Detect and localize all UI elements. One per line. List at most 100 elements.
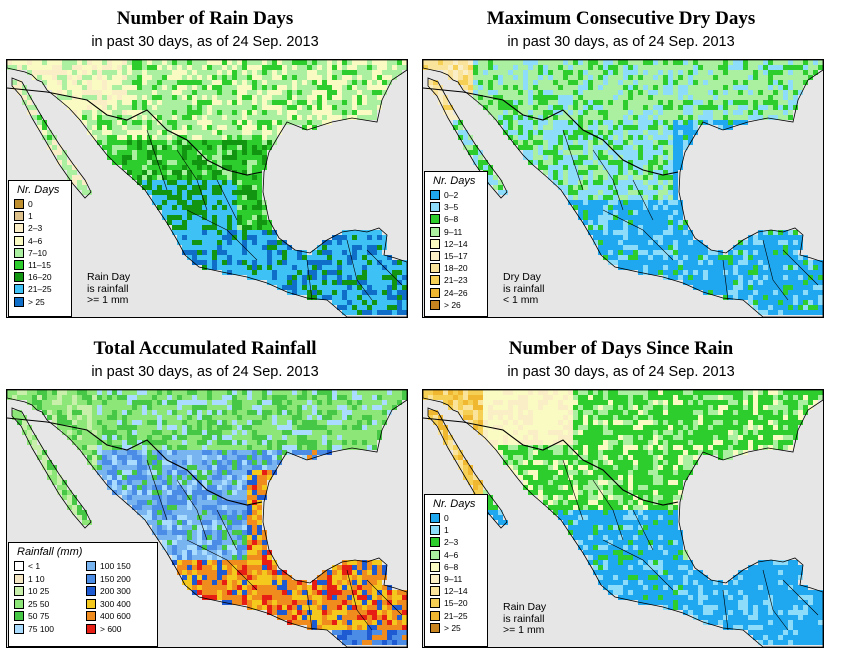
map-grid-cell xyxy=(357,245,362,250)
map-grid-cell xyxy=(187,435,192,440)
map-grid-cell xyxy=(803,280,808,285)
map-grid-cell xyxy=(187,235,192,240)
map-grid-cell xyxy=(743,275,748,280)
map-grid-cell xyxy=(648,230,653,235)
map-grid-cell xyxy=(573,185,578,190)
map-grid-cell xyxy=(102,450,107,455)
map-grid-cell xyxy=(608,115,613,120)
map-grid-cell xyxy=(708,60,713,65)
map-grid-cell xyxy=(202,210,207,215)
map-grid-cell xyxy=(367,425,372,430)
map-grid-cell xyxy=(127,95,132,100)
map-grid-cell xyxy=(142,150,147,155)
map-grid-cell xyxy=(357,445,362,450)
map-grid-cell xyxy=(367,95,372,100)
map-grid-cell xyxy=(703,255,708,260)
map-grid-cell xyxy=(663,200,668,205)
map-grid-cell xyxy=(798,280,803,285)
map-grid-cell xyxy=(267,420,272,425)
map-grid-cell xyxy=(783,80,788,85)
map-grid-cell xyxy=(282,110,287,115)
map-grid-cell xyxy=(402,310,407,315)
map-grid-cell xyxy=(573,135,578,140)
map-grid-cell xyxy=(818,295,823,300)
map-grid-cell xyxy=(593,75,598,80)
map-grid-cell xyxy=(202,150,207,155)
map-grid-cell xyxy=(167,205,172,210)
map-grid-cell xyxy=(122,390,127,395)
map-grid-cell xyxy=(127,80,132,85)
map-grid-cell xyxy=(302,105,307,110)
map-grid-cell xyxy=(237,250,242,255)
map-grid-cell xyxy=(237,220,242,225)
map-grid-cell xyxy=(738,115,743,120)
map-grid-cell xyxy=(172,440,177,445)
map-grid-cell xyxy=(618,210,623,215)
map-grid-cell xyxy=(307,270,312,275)
map-grid-cell xyxy=(493,110,498,115)
map-grid-cell xyxy=(608,255,613,260)
map-grid-cell xyxy=(197,135,202,140)
map-grid-cell xyxy=(382,270,387,275)
map-grid-cell xyxy=(392,390,397,395)
map-grid-cell xyxy=(122,120,127,125)
map-grid-cell xyxy=(533,155,538,160)
map-grid-cell xyxy=(292,410,297,415)
map-grid-cell xyxy=(87,75,92,80)
map-grid-cell xyxy=(643,80,648,85)
map-grid-cell xyxy=(302,280,307,285)
map-grid-cell xyxy=(688,270,693,275)
map-grid-cell xyxy=(498,70,503,75)
map-grid-cell xyxy=(773,100,778,105)
map-grid-cell xyxy=(347,105,352,110)
map-grid-cell xyxy=(753,65,758,70)
map-grid-cell xyxy=(77,105,82,110)
map-grid-cell xyxy=(292,265,297,270)
map-grid-cell xyxy=(202,410,207,415)
map-grid-cell xyxy=(332,265,337,270)
map-grid-cell xyxy=(453,65,458,70)
map-grid-cell xyxy=(197,110,202,115)
map-grid-cell xyxy=(778,110,783,115)
map-grid-cell xyxy=(688,80,693,85)
map-grid-cell xyxy=(503,110,508,115)
map-grid-cell xyxy=(548,100,553,105)
map-grid-cell xyxy=(172,90,177,95)
map-grid-cell xyxy=(382,90,387,95)
map-grid-cell xyxy=(197,75,202,80)
map-grid-cell xyxy=(302,415,307,420)
map-grid-cell xyxy=(137,165,142,170)
map-grid-cell xyxy=(127,125,132,130)
map-grid-cell xyxy=(558,155,563,160)
map-grid-cell xyxy=(583,75,588,80)
map-grid-cell xyxy=(202,260,207,265)
map-grid-cell xyxy=(57,90,62,95)
map-grid-cell xyxy=(723,255,728,260)
map-grid-cell xyxy=(608,205,613,210)
map-grid-cell xyxy=(613,140,618,145)
map-grid-cell xyxy=(277,395,282,400)
map-grid-cell xyxy=(77,395,82,400)
map-grid-cell xyxy=(347,240,352,245)
map-grid-cell xyxy=(608,225,613,230)
map-grid-cell xyxy=(558,150,563,155)
map-grid-cell xyxy=(337,80,342,85)
map-grid-cell xyxy=(663,105,668,110)
map-grid-cell xyxy=(638,250,643,255)
map-grid-cell xyxy=(77,175,82,180)
map-grid-cell xyxy=(392,295,397,300)
map-grid-cell xyxy=(468,85,473,90)
map-grid-cell xyxy=(628,175,633,180)
map-grid-cell xyxy=(473,65,478,70)
map-grid-cell xyxy=(568,85,573,90)
map-grid-cell xyxy=(237,190,242,195)
map-grid-cell xyxy=(277,130,282,135)
map-grid-cell xyxy=(493,70,498,75)
map-grid-cell xyxy=(137,445,142,450)
map-grid-cell xyxy=(613,60,618,65)
map-grid-cell xyxy=(558,70,563,75)
map-grid-cell xyxy=(252,405,257,410)
map-grid-cell xyxy=(152,145,157,150)
map-grid-cell xyxy=(633,220,638,225)
map-grid-cell xyxy=(182,440,187,445)
